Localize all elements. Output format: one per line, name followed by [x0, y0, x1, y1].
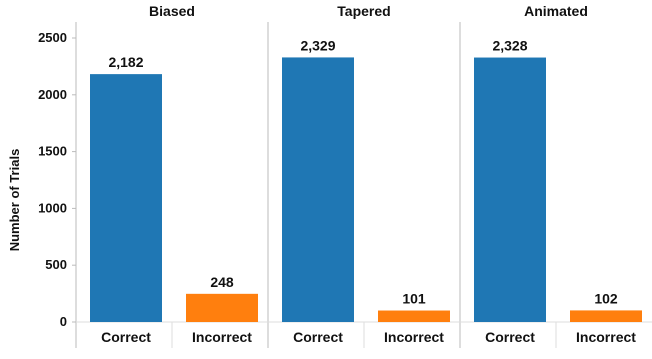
bar-correct: [282, 57, 354, 322]
y-tick-label: 2500: [38, 30, 67, 45]
data-label: 101: [402, 291, 426, 307]
bar-correct: [474, 57, 546, 323]
y-tick-label: 1000: [38, 200, 67, 215]
data-label: 102: [594, 290, 618, 306]
bar-incorrect: [570, 310, 642, 322]
data-label: 248: [210, 274, 234, 290]
panels: Biased 2,182 Correct 248 Incorrect Tapered 2,3…: [76, 3, 652, 348]
category-label: Incorrect: [384, 329, 444, 345]
panel-title: Animated: [524, 3, 588, 19]
category-label: Correct: [293, 329, 343, 345]
panel-tapered: Tapered 2,329 Correct 101 Incorrect: [268, 3, 461, 348]
panel-title: Biased: [149, 3, 195, 19]
panel-animated: Animated 2,328 Correct 102 Incorrect: [460, 3, 652, 348]
y-tick-label: 1500: [38, 144, 67, 159]
bar-incorrect: [186, 293, 258, 322]
category-label: Incorrect: [576, 329, 636, 345]
category-label: Correct: [485, 329, 535, 345]
category-label: Correct: [101, 329, 151, 345]
y-tick-label: 500: [45, 257, 67, 272]
panel-title: Tapered: [337, 3, 390, 19]
panel-biased: Biased 2,182 Correct 248 Incorrect: [76, 3, 269, 348]
y-axis: 0 500 1000 1500 2000 2500: [38, 22, 77, 348]
y-axis-title: Number of Trials: [7, 149, 22, 252]
y-tick-label: 0: [60, 314, 67, 329]
bar-correct: [90, 74, 162, 322]
data-label: 2,182: [108, 54, 143, 70]
bar-incorrect: [378, 310, 450, 322]
category-label: Incorrect: [192, 329, 252, 345]
data-label: 2,328: [492, 38, 527, 54]
data-label: 2,329: [300, 37, 335, 53]
y-tick-label: 2000: [38, 87, 67, 102]
